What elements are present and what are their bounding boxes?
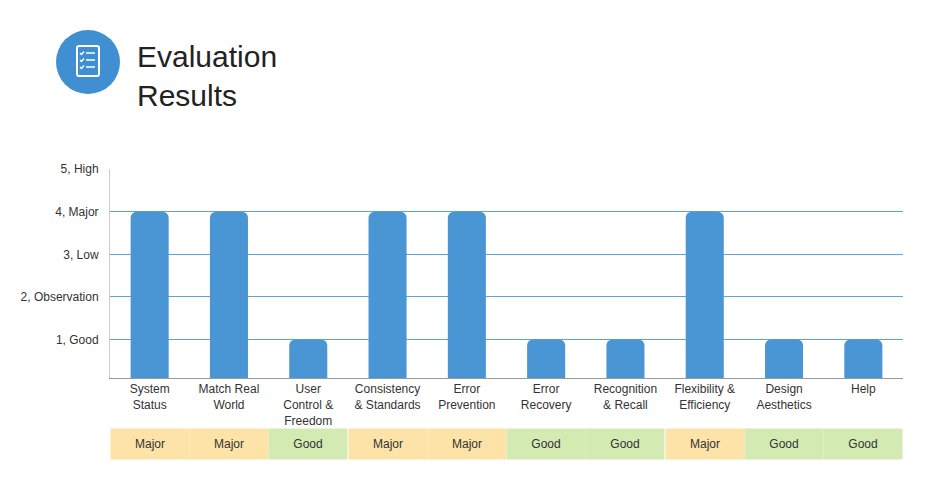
svg-text:Flexibility &Efficiency: Flexibility &Efficiency: [674, 382, 735, 412]
svg-text:Consistency& Standards: Consistency& Standards: [355, 382, 421, 412]
svg-text:UserControl &Freedom: UserControl &Freedom: [283, 382, 333, 427]
svg-text:Help: Help: [851, 382, 876, 396]
svg-text:ErrorPrevention: ErrorPrevention: [438, 382, 495, 412]
svg-text:EvaluationResults: EvaluationResults: [137, 40, 277, 112]
svg-text:Recognition& Recall: Recognition& Recall: [594, 382, 657, 412]
svg-text:Good: Good: [769, 437, 798, 451]
svg-text:Match RealWorld: Match RealWorld: [199, 382, 260, 412]
svg-text:ErrorRecovery: ErrorRecovery: [521, 382, 572, 412]
svg-text:DesignAesthetics: DesignAesthetics: [756, 382, 811, 412]
svg-text:Good: Good: [610, 437, 639, 451]
svg-text:Major: Major: [214, 437, 244, 451]
svg-text:3, Low: 3, Low: [63, 248, 99, 262]
svg-text:Major: Major: [452, 437, 482, 451]
svg-text:Major: Major: [690, 437, 720, 451]
svg-text:SystemStatus: SystemStatus: [130, 382, 170, 412]
svg-text:Good: Good: [848, 437, 877, 451]
svg-text:Good: Good: [531, 437, 560, 451]
svg-text:Good: Good: [293, 437, 322, 451]
svg-text:5, High: 5, High: [61, 162, 99, 176]
svg-text:1, Good: 1, Good: [56, 333, 99, 347]
svg-text:2, Observation: 2, Observation: [21, 290, 99, 304]
svg-text:Major: Major: [373, 437, 403, 451]
svg-text:Major: Major: [135, 437, 165, 451]
svg-text:4, Major: 4, Major: [55, 205, 98, 219]
